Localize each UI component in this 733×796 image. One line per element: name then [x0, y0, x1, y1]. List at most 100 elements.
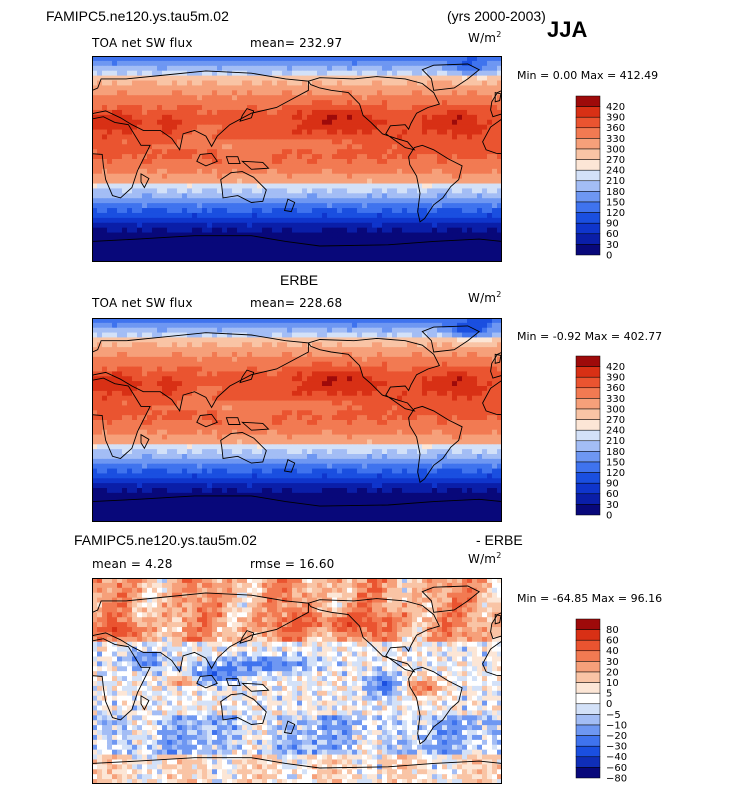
panel2-coastlines [92, 325, 502, 522]
panel3-colorbar-tick-label: 0 [606, 699, 612, 710]
panel3-colorbar-box [575, 756, 601, 768]
panel3-colorbar-box [575, 629, 601, 641]
panel1-minmax: Min = 0.00 Max = 412.49 [517, 69, 659, 82]
panel2-colorbar-box [575, 429, 601, 442]
panel1-colorbar-tick-label: 0 [606, 250, 612, 261]
panel2-colorbar-box [575, 387, 601, 399]
panel2-colorbar-tick-label: 390 [606, 373, 625, 384]
panel3-colorbar-box [575, 692, 601, 705]
panel3-colorbar-tick-label: −80 [606, 773, 627, 784]
panel2-colorbar-tick-label: 300 [606, 404, 625, 415]
panel1-colorbar-box [575, 138, 601, 150]
panel2-colorbar-tick-label: 90 [606, 479, 619, 490]
panel3-colorbar-tick-label: 5 [606, 689, 612, 700]
panel1-colorbar-box [575, 212, 601, 224]
panel1-colorbar-box [575, 116, 601, 129]
panel2-colorbar-box [575, 504, 601, 516]
panel3-colorbar-box [575, 650, 601, 662]
panel3-colorbar-box [575, 682, 601, 694]
panel2-colorbar-tick-label: 330 [606, 394, 625, 405]
panel2-colorbar-tick-label: 30 [606, 500, 619, 511]
panel1-colorbar-tick-label: 300 [606, 144, 625, 155]
panel2-map [92, 318, 502, 522]
panel2-colorbar-tick-label: 360 [606, 383, 625, 394]
panel1-colorbar-tick-label: 60 [606, 229, 619, 240]
panel1-colorbar-tick-label: 150 [606, 197, 625, 208]
case-title: FAMIPC5.ne120.ys.tau5m.02 [46, 8, 229, 24]
panel1-colorbar-box [575, 159, 601, 171]
panel3-map [92, 578, 502, 784]
panel2-field [92, 318, 502, 522]
panel2-colorbar-box [575, 482, 601, 495]
panel2-colorbar-tick-label: 0 [606, 510, 612, 521]
panel2-colorbar-box [575, 440, 601, 452]
panel3-rmse-label: rmse = 16.60 [250, 557, 335, 571]
panel3-colorbar-tick-label: −30 [606, 742, 627, 753]
panel3-heading-left: FAMIPC5.ne120.ys.tau5m.02 [74, 532, 257, 548]
panel3-colorbar-tick-label: 10 [606, 678, 619, 689]
panel1-field [92, 56, 502, 262]
panel3-colorbar-tick-label: −5 [606, 710, 621, 721]
panel2-colorbar-tick-label: 420 [606, 362, 625, 373]
panel2-colorbar-tick-label: 120 [606, 468, 625, 479]
panel1-colorbar-box [575, 180, 601, 192]
panel2-colorbar-tick-label: 180 [606, 447, 625, 458]
panel1-colorbar-tick-label: 210 [606, 176, 625, 187]
panel2-left-label: TOA net SW flux [92, 296, 193, 310]
panel3-colorbar-tick-label: −40 [606, 752, 627, 763]
panel3-colorbar-box [575, 724, 601, 736]
panel3-frame [92, 578, 502, 784]
panel3-colorbar-box [575, 714, 601, 726]
panel1-colorbar-tick-label: 390 [606, 113, 625, 124]
panel3-heading-right: - ERBE [476, 532, 523, 548]
panel3-colorbar-box [575, 661, 601, 673]
panel2-colorbar-tick-label: 240 [606, 426, 625, 437]
panel1-colorbar-box [575, 127, 601, 139]
panel1-map [92, 56, 502, 262]
panel1-left-label: TOA net SW flux [92, 36, 193, 50]
panel3-colorbar-box [575, 618, 601, 630]
panel1-colorbar-box [575, 106, 601, 118]
panel1-colorbar-tick-label: 240 [606, 166, 625, 177]
panel1-units: W/m2 [468, 30, 502, 45]
panel1-colorbar-tick-label: 180 [606, 187, 625, 198]
panel1-coastlines [92, 63, 502, 262]
panel3-colorbar-box [575, 767, 601, 779]
panel1-colorbar-box [575, 95, 601, 107]
panel2-units: W/m2 [468, 290, 502, 305]
panel3-colorbar-tick-label: 80 [606, 625, 619, 636]
panel3-colorbar-tick-label: 20 [606, 667, 619, 678]
panel2-colorbar-tick-label: 60 [606, 489, 619, 500]
panel1-mean-label: mean= 232.97 [250, 36, 343, 50]
panel1-colorbar-tick-label: 90 [606, 219, 619, 230]
panel2-colorbar-tick-label: 270 [606, 415, 625, 426]
panel1-colorbar-tick-label: 330 [606, 134, 625, 145]
panel2-frame [92, 318, 502, 522]
panel3-colorbar-tick-label: 60 [606, 636, 619, 647]
panel2-minmax: Min = -0.92 Max = 402.77 [517, 330, 663, 343]
panel3-colorbar-box [575, 745, 601, 758]
panel3-colorbar-box [575, 671, 601, 683]
panel3-coastlines [92, 585, 502, 784]
panel1-colorbar-tick-label: 420 [606, 102, 625, 113]
season-label: JJA [547, 17, 588, 42]
panel2-colorbar-box [575, 461, 601, 473]
panel3-colorbar-tick-label: 30 [606, 657, 619, 668]
years-label: (yrs 2000-2003) [447, 8, 546, 24]
panel2-colorbar-box [575, 408, 601, 420]
panel2-heading: ERBE [280, 272, 319, 288]
panel2-mean-label: mean= 228.68 [250, 296, 343, 310]
panel1-frame [92, 56, 502, 262]
panel2-colorbar-box [575, 398, 601, 410]
panel2-colorbar-box [575, 451, 601, 463]
panel1-colorbar-box [575, 169, 601, 182]
panel3-units: W/m2 [468, 551, 502, 566]
panel2-colorbar-box [575, 355, 601, 367]
panel1-colorbar-box [575, 191, 601, 203]
panel2-colorbar-box [575, 419, 601, 431]
panel2-colorbar-tick-label: 150 [606, 457, 625, 468]
panel3-colorbar-box [575, 639, 601, 652]
